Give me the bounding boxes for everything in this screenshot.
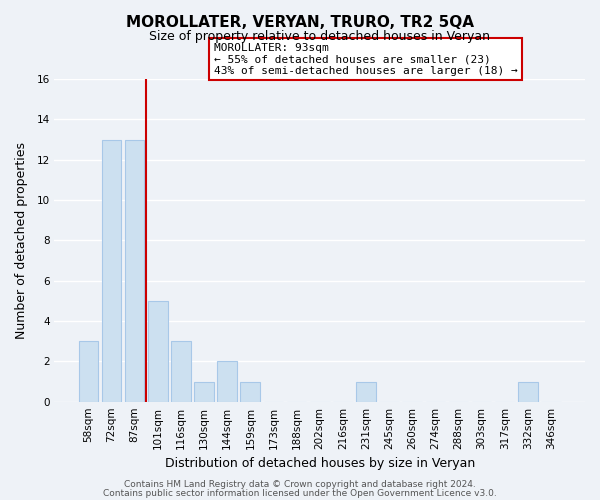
Bar xyxy=(79,341,98,402)
Bar xyxy=(101,140,121,402)
Text: MOROLLATER: 93sqm
← 55% of detached houses are smaller (23)
43% of semi-detached: MOROLLATER: 93sqm ← 55% of detached hous… xyxy=(214,42,517,76)
Bar xyxy=(171,341,191,402)
Bar xyxy=(217,362,237,402)
X-axis label: Distribution of detached houses by size in Veryan: Distribution of detached houses by size … xyxy=(164,457,475,470)
Text: MOROLLATER, VERYAN, TRURO, TR2 5QA: MOROLLATER, VERYAN, TRURO, TR2 5QA xyxy=(126,15,474,30)
Text: Contains HM Land Registry data © Crown copyright and database right 2024.: Contains HM Land Registry data © Crown c… xyxy=(124,480,476,489)
Text: Contains public sector information licensed under the Open Government Licence v3: Contains public sector information licen… xyxy=(103,488,497,498)
Bar xyxy=(194,382,214,402)
Title: Size of property relative to detached houses in Veryan: Size of property relative to detached ho… xyxy=(149,30,490,43)
Bar xyxy=(241,382,260,402)
Bar xyxy=(356,382,376,402)
Y-axis label: Number of detached properties: Number of detached properties xyxy=(15,142,28,339)
Bar xyxy=(125,140,145,402)
Bar xyxy=(518,382,538,402)
Bar xyxy=(148,301,167,402)
